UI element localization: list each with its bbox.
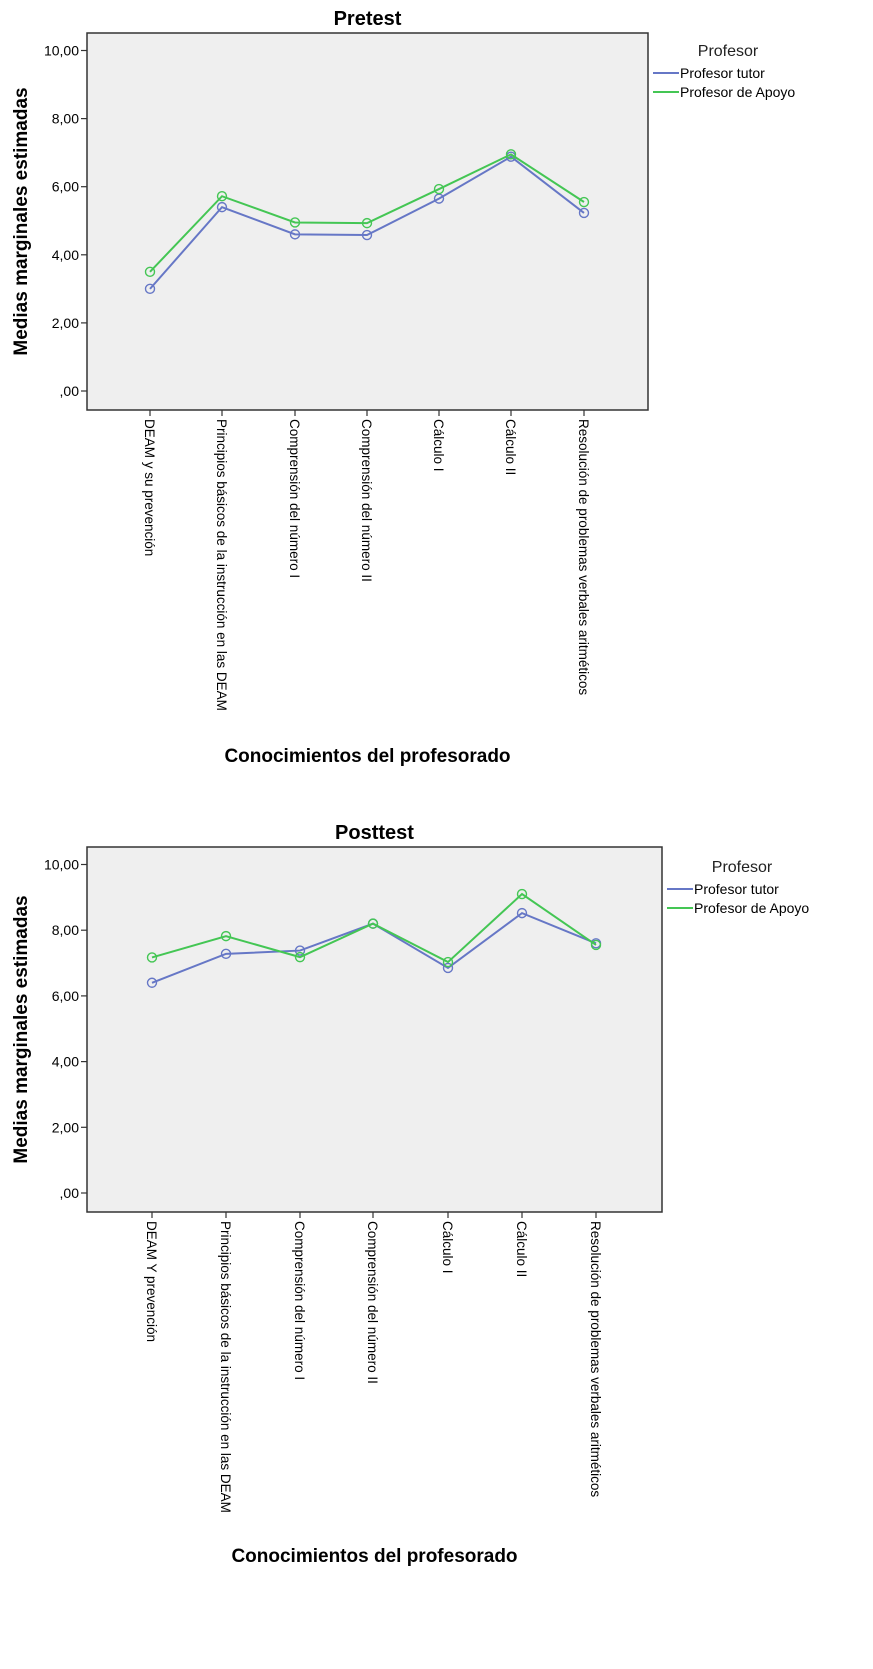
x-axis-label: Conocimientos del profesorado — [231, 1546, 517, 1567]
y-tick-label: 8,00 — [52, 922, 79, 938]
legend-item-label: Profesor tutor — [694, 881, 779, 897]
x-category-label: Resolución de problemas verbales aritmét… — [588, 1221, 603, 1497]
data-point-profesor-tutor — [442, 962, 454, 974]
data-point-profesor-tutor — [294, 945, 306, 956]
x-category-label: Resolución de problemas verbales aritmét… — [576, 419, 591, 695]
data-point-profesor-de-apoyo — [289, 217, 301, 228]
y-tick-label: 2,00 — [52, 315, 79, 331]
legend-item-label: Profesor tutor — [680, 65, 765, 81]
x-category-label: Cálculo I — [431, 419, 446, 472]
plot-area — [86, 32, 649, 411]
x-category-label: DEAM Y prevención — [144, 1221, 159, 1342]
data-point-profesor-tutor — [578, 207, 590, 219]
data-point-profesor-de-apoyo — [220, 930, 232, 942]
y-axis-label: Medias marginales estimadas — [11, 895, 32, 1163]
data-point-profesor-tutor — [361, 229, 373, 241]
data-point-profesor-de-apoyo — [361, 217, 373, 229]
x-category-label: Comprensión del número II — [359, 419, 374, 582]
series-line-profesor-tutor — [149, 155, 585, 290]
x-category-label: Cálculo II — [503, 419, 518, 475]
data-point-profesor-tutor — [220, 948, 232, 960]
y-tick-label: 4,00 — [52, 247, 79, 263]
legend-title: Profesor — [712, 859, 773, 876]
y-tick-label: 10,00 — [44, 857, 79, 873]
y-tick-label: 8,00 — [52, 111, 79, 127]
data-point-profesor-de-apoyo — [516, 888, 528, 900]
data-point-profesor-de-apoyo — [442, 956, 454, 968]
data-point-profesor-de-apoyo — [590, 939, 602, 951]
pretest-chart: Pretest 10,00 8,00 6,00 4,00 2,00 ,00 Medias ma… — [11, 8, 795, 767]
y-tick-label: ,00 — [60, 383, 80, 399]
data-point-profesor-de-apoyo — [505, 149, 517, 160]
x-category-label: Cálculo I — [440, 1221, 455, 1274]
series-line-profesor-de-apoyo — [149, 153, 585, 273]
x-category-label: Comprensión del número I — [287, 419, 302, 578]
x-category-label: Principios básicos de la instrucción en … — [214, 419, 229, 711]
data-point-profesor-de-apoyo — [216, 191, 228, 202]
y-tick-label: 4,00 — [52, 1054, 79, 1070]
data-point-profesor-de-apoyo — [294, 951, 306, 963]
data-point-profesor-tutor — [516, 907, 528, 919]
data-point-profesor-tutor — [289, 229, 301, 240]
x-category-label: Cálculo II — [514, 1221, 529, 1277]
data-point-profesor-de-apoyo — [367, 918, 379, 929]
y-tick-label: 6,00 — [52, 988, 79, 1004]
y-axis-label: Medias marginales estimadas — [11, 87, 32, 355]
plot-area — [86, 846, 663, 1213]
y-tick-label: 10,00 — [44, 43, 79, 59]
data-point-profesor-tutor — [144, 283, 156, 295]
x-category-label: Comprensión del número II — [365, 1221, 380, 1384]
x-category-label: Comprensión del número I — [292, 1221, 307, 1380]
data-point-profesor-de-apoyo — [144, 266, 156, 278]
data-point-profesor-tutor — [146, 977, 158, 988]
legend-item-label: Profesor de Apoyo — [680, 84, 795, 100]
legend-item-label: Profesor de Apoyo — [694, 900, 809, 916]
y-tick-label: 6,00 — [52, 179, 79, 195]
data-point-profesor-tutor — [216, 201, 228, 213]
x-category-label: DEAM y su prevención — [142, 419, 157, 556]
data-point-profesor-de-apoyo — [146, 952, 158, 963]
chart-title: Pretest — [334, 8, 402, 30]
chart-title: Posttest — [335, 822, 414, 844]
data-point-profesor-de-apoyo — [433, 183, 445, 195]
posttest-chart: Posttest 10,00 8,00 6,00 4,00 2,00 ,00 Medias m… — [11, 822, 809, 1567]
x-category-label: Principios básicos de la instrucción en … — [218, 1221, 233, 1513]
series-line-profesor-de-apoyo — [151, 892, 597, 964]
data-point-profesor-de-apoyo — [578, 196, 590, 208]
y-tick-label: 2,00 — [52, 1119, 79, 1135]
y-tick-label: ,00 — [60, 1185, 80, 1201]
legend-title: Profesor — [698, 43, 759, 60]
x-axis-label: Conocimientos del profesorado — [224, 746, 510, 767]
